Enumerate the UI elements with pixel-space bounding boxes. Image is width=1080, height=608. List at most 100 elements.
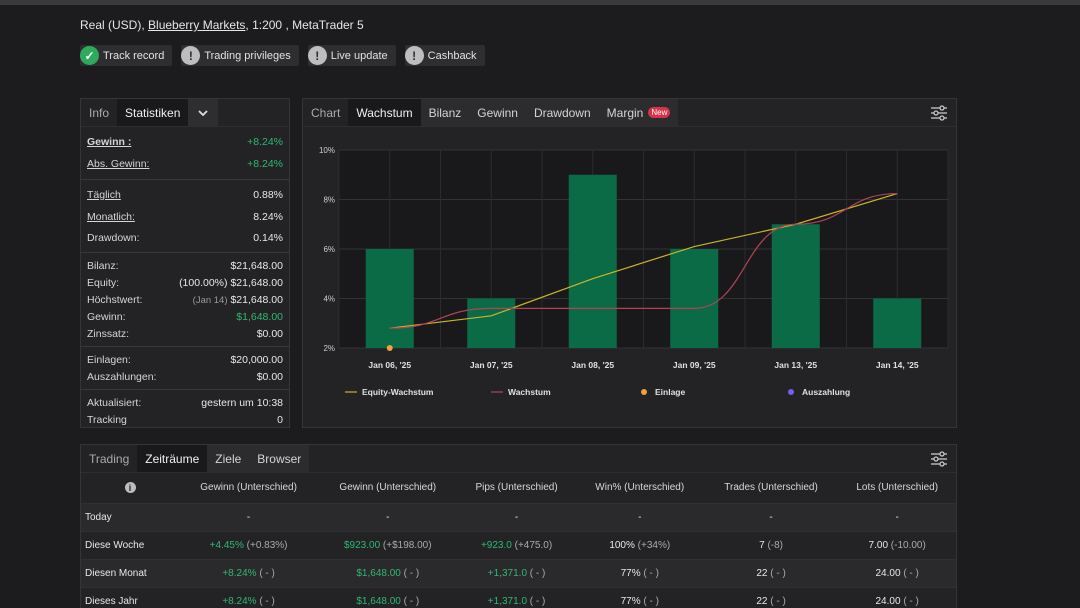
- tab-chart[interactable]: Chart: [311, 105, 341, 120]
- info-header: i: [81, 473, 179, 503]
- stat-value: +8.24%: [247, 158, 283, 170]
- x-tick-label: Jan 13, '25: [774, 360, 817, 370]
- badge-cashback[interactable]: ! Cashback: [404, 45, 485, 66]
- stat-equity: Equity: (100.00%) $21,648.00: [81, 274, 289, 291]
- y-tick-label: 6%: [323, 245, 335, 254]
- table-cell: -: [179, 502, 319, 531]
- tab-statistiken[interactable]: Statistiken: [117, 99, 189, 126]
- table-cell: 22 ( - ): [703, 586, 839, 608]
- tab-wachstum[interactable]: Wachstum: [348, 99, 421, 126]
- stat-label: Aktualisiert:: [87, 396, 142, 409]
- divider: [81, 179, 289, 180]
- stat-einlagen: Einlagen: $20,000.00: [81, 351, 289, 368]
- stat-label[interactable]: Gewinn :: [87, 136, 132, 148]
- badge-label: Cashback: [427, 49, 477, 62]
- cell-diff: ( - ): [903, 567, 919, 579]
- table-row: Today - - - - - -: [81, 502, 956, 531]
- account-prefix: Real (USD),: [80, 18, 145, 32]
- stat-value: 0.14%: [253, 232, 283, 244]
- bar: [365, 249, 414, 348]
- stat-label[interactable]: Täglich: [87, 189, 121, 201]
- legend-label: Auszahlung: [802, 387, 850, 397]
- badge-label: Live update: [330, 49, 388, 62]
- cell-value: -: [895, 511, 899, 523]
- stats-tabs: Info Statistiken: [81, 99, 289, 127]
- badge-track-record[interactable]: ✓ Track record: [80, 45, 173, 66]
- x-tick-label: Jan 08, '25: [571, 360, 614, 370]
- table-cell: $923.00 (+$198.00): [318, 530, 458, 559]
- bar: [873, 298, 922, 348]
- info-icon[interactable]: i: [124, 482, 136, 493]
- stat-sub: (100.00%): [179, 276, 228, 289]
- stat-value: (Jan 14) $21,648.00: [193, 294, 283, 306]
- cell-diff: ( - ): [643, 595, 659, 607]
- tab-margin[interactable]: Margin New: [598, 99, 679, 126]
- cell-value: 22: [756, 567, 768, 579]
- table-cell: -: [318, 502, 458, 531]
- cell-value: $923.00: [343, 539, 381, 551]
- stat-value: +8.24%: [247, 136, 283, 148]
- badge-row: ✓ Track record ! Trading privileges ! Li…: [80, 45, 485, 66]
- stats-dropdown[interactable]: [188, 99, 219, 126]
- badge-live-update[interactable]: ! Live update: [307, 45, 396, 66]
- cell-value: -: [638, 511, 642, 523]
- stat-value: $21,648.00: [230, 259, 283, 272]
- table-cell: 24.00 ( - ): [838, 586, 956, 608]
- table-cell: $1,648.00 ( - ): [318, 558, 458, 587]
- stats-list: Gewinn : +8.24% Abs. Gewinn: +8.24% Tägl…: [81, 127, 289, 428]
- stat-value: gestern um 10:38: [201, 396, 283, 409]
- table-cell: 22 ( - ): [703, 558, 839, 587]
- table-cell: +8.24% ( - ): [179, 558, 319, 587]
- stat-sub: (Jan 14): [192, 294, 228, 306]
- stat-label: Tracking: [87, 413, 127, 426]
- check-icon: ✓: [80, 46, 99, 65]
- account-suffix: , 1:200 , MetaTrader 5: [245, 18, 364, 32]
- tab-bilanz[interactable]: Bilanz: [420, 99, 470, 126]
- cell-diff: (+34%): [637, 539, 671, 551]
- table-cell: +1,371.0 ( - ): [457, 558, 576, 587]
- stat-label[interactable]: Monatlich:: [87, 211, 135, 223]
- new-badge: New: [648, 107, 671, 118]
- table-cell: +4.45% (+0.83%): [179, 530, 319, 559]
- broker-link[interactable]: Blueberry Markets: [148, 18, 246, 32]
- cell-value: -: [769, 511, 773, 523]
- table-cell: 77% ( - ): [575, 586, 704, 608]
- cell-diff: ( - ): [259, 567, 275, 579]
- tab-gewinn[interactable]: Gewinn: [469, 99, 526, 126]
- tab-trading[interactable]: Trading: [89, 451, 130, 466]
- y-tick-label: 4%: [323, 295, 335, 304]
- cell-diff: ( - ): [770, 567, 786, 579]
- table-header-row: i Gewinn (Unterschied) Gewinn (Unterschi…: [81, 473, 956, 503]
- stat-amount: $21,648.00: [230, 293, 283, 306]
- settings-sliders-icon[interactable]: [930, 451, 948, 467]
- stat-label: Drawdown:: [87, 232, 140, 244]
- badge-label: Track record: [103, 49, 165, 62]
- exclamation-icon: !: [404, 46, 424, 65]
- table-cell: -: [703, 502, 839, 531]
- table-row: Diese Woche +4.45% (+0.83%) $923.00 (+$198…: [81, 530, 956, 559]
- tab-info[interactable]: Info: [89, 105, 110, 120]
- settings-sliders-icon[interactable]: [930, 105, 948, 121]
- cell-value: -: [514, 511, 519, 523]
- chevron-down-icon: [198, 109, 209, 116]
- stat-gewinn-abs: Gewinn: $1,648.00: [81, 308, 289, 325]
- divider: [81, 252, 289, 253]
- tab-ziele[interactable]: Ziele: [207, 445, 250, 472]
- tab-browser[interactable]: Browser: [249, 445, 310, 472]
- legend-label: Wachstum: [508, 387, 551, 397]
- cell-value: +8.24%: [222, 595, 257, 607]
- cell-value: $1,648.00: [356, 595, 401, 607]
- stat-value: (100.00%) $21,648.00: [179, 277, 283, 289]
- stat-label[interactable]: Abs. Gewinn:: [87, 158, 150, 170]
- tab-zeitraeume[interactable]: Zeiträume: [137, 445, 208, 472]
- cell-value: 22: [756, 595, 768, 607]
- badge-trading-privileges[interactable]: ! Trading privileges: [181, 45, 299, 66]
- cell-value: +1,371.0: [487, 595, 528, 607]
- exclamation-icon: !: [307, 46, 327, 65]
- cell-diff: (-10.00): [890, 539, 926, 551]
- tab-margin-label: Margin: [606, 105, 644, 120]
- tab-drawdown[interactable]: Drawdown: [525, 99, 599, 126]
- bar: [467, 298, 516, 348]
- column-header: Gewinn (Unterschied): [200, 482, 297, 494]
- table-cell: +1,371.0 ( - ): [457, 586, 576, 608]
